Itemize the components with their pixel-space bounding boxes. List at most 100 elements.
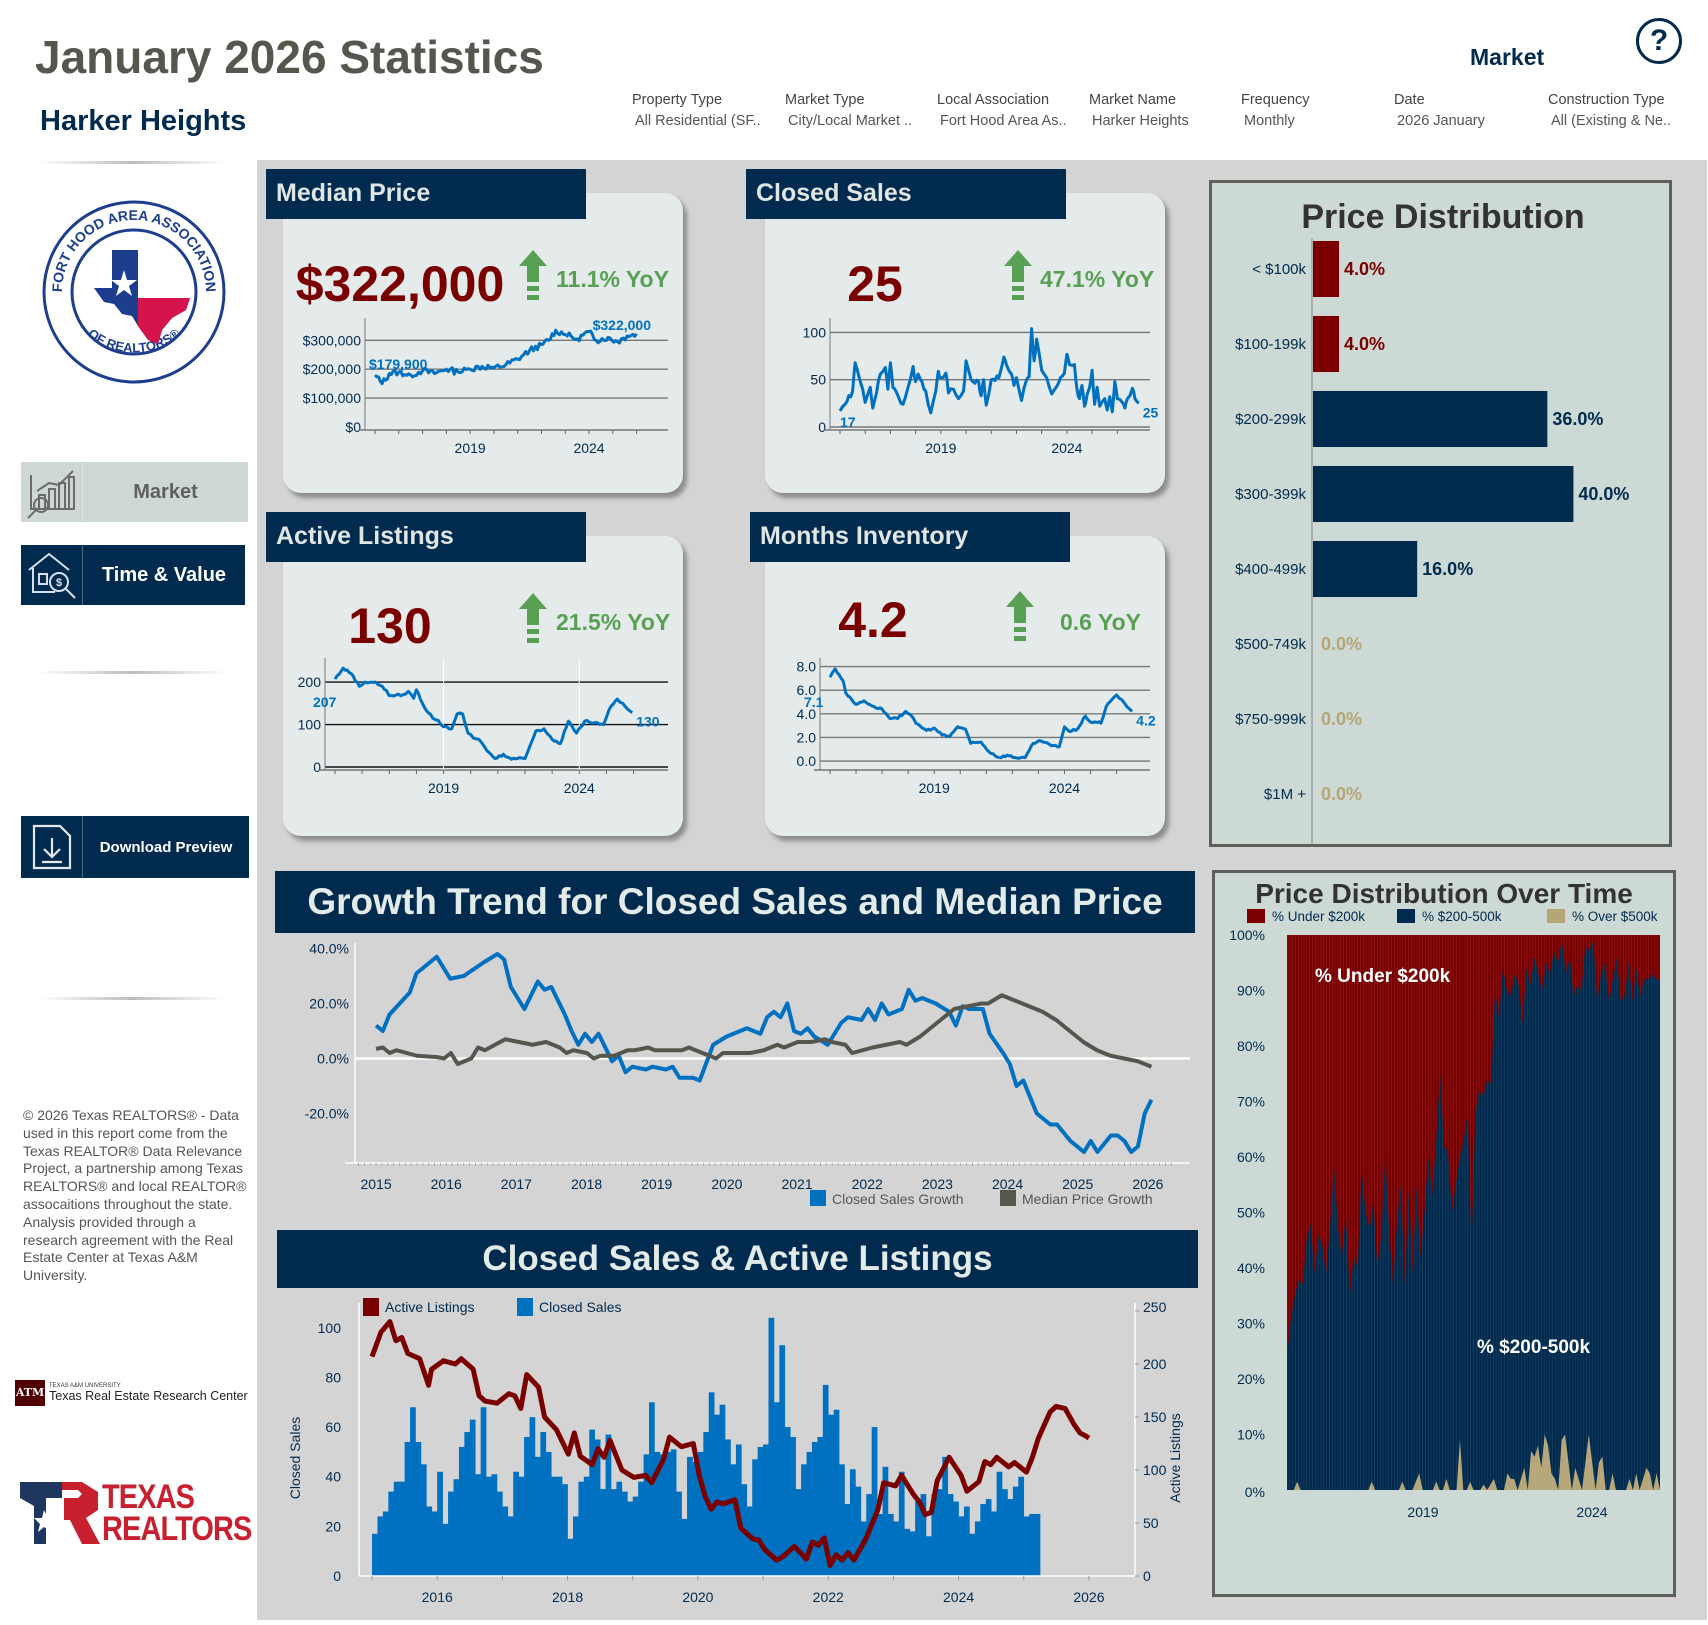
closed-sales-bar[interactable] <box>681 1518 688 1576</box>
closed-sales-bar[interactable] <box>980 1504 987 1576</box>
closed-sales-bar[interactable] <box>714 1414 720 1576</box>
closed-sales-bar[interactable] <box>757 1446 764 1576</box>
closed-sales-bar[interactable] <box>942 1456 949 1576</box>
closed-sales-bar[interactable] <box>567 1538 574 1576</box>
closed-sales-bar[interactable] <box>372 1533 378 1576</box>
closed-sales-bar[interactable] <box>855 1486 862 1576</box>
bar-1[interactable] <box>1313 316 1340 372</box>
closed-sales-bar[interactable] <box>442 1523 449 1576</box>
closed-sales-bar[interactable] <box>898 1471 905 1576</box>
closed-sales-bar[interactable] <box>763 1444 769 1576</box>
closed-sales-bar[interactable] <box>513 1471 519 1576</box>
closed-sales-bar[interactable] <box>410 1407 416 1576</box>
closed-sales-bar[interactable] <box>871 1427 878 1576</box>
closed-sales-bar[interactable] <box>931 1494 938 1576</box>
closed-sales-bar[interactable] <box>393 1481 400 1576</box>
closed-sales-bar[interactable] <box>697 1451 704 1576</box>
closed-sales-bar[interactable] <box>388 1491 395 1576</box>
closed-sales-bar[interactable] <box>1007 1499 1014 1576</box>
legend-swatch-closed-sales[interactable] <box>517 1298 533 1316</box>
closed-sales-bar[interactable] <box>545 1451 552 1576</box>
help-button[interactable]: ? <box>1636 18 1682 64</box>
closed-sales-bar[interactable] <box>692 1461 699 1576</box>
closed-sales-bar[interactable] <box>806 1451 813 1576</box>
closed-sales-bar[interactable] <box>475 1474 481 1576</box>
legend-swatch[interactable] <box>1547 909 1565 923</box>
closed-sales-bar[interactable] <box>936 1489 943 1576</box>
closed-sales-bar[interactable] <box>426 1506 433 1576</box>
closed-sales-bar[interactable] <box>529 1417 536 1576</box>
closed-sales-bar[interactable] <box>611 1489 617 1576</box>
closed-sales-bar[interactable] <box>811 1441 818 1576</box>
nav-time-value-button[interactable]: $ Time & Value <box>21 545 245 605</box>
closed-sales-bar[interactable] <box>600 1489 606 1576</box>
closed-sales-bar[interactable] <box>877 1513 883 1576</box>
legend-swatch[interactable] <box>1247 909 1265 923</box>
filter-frequency[interactable]: Frequency Monthly <box>1241 92 1391 129</box>
filter-date[interactable]: Date 2026 January <box>1394 92 1544 129</box>
closed-sales-bar[interactable] <box>1023 1516 1030 1576</box>
download-preview-button[interactable]: Download Preview <box>21 816 249 878</box>
closed-sales-bar[interactable] <box>953 1501 959 1576</box>
closed-sales-bar[interactable] <box>415 1441 422 1576</box>
legend-swatch[interactable] <box>1000 1190 1016 1206</box>
nav-market-button[interactable]: Market <box>21 462 248 522</box>
closed-sales-bar[interactable] <box>817 1437 824 1576</box>
closed-sales-bar[interactable] <box>589 1429 596 1576</box>
filter-value[interactable]: All Residential (SF.. <box>635 113 761 129</box>
closed-sales-bar[interactable] <box>849 1469 856 1576</box>
closed-sales-bar[interactable] <box>480 1407 487 1576</box>
closed-sales-bar[interactable] <box>746 1506 753 1576</box>
filter-value[interactable]: Harker Heights <box>1092 113 1189 129</box>
closed-sales-bar[interactable] <box>964 1506 970 1576</box>
closed-sales-bar[interactable] <box>469 1419 476 1576</box>
closed-sales-bar[interactable] <box>377 1516 384 1576</box>
closed-sales-bar[interactable] <box>562 1484 568 1576</box>
closed-sales-bar[interactable] <box>839 1464 845 1576</box>
closed-sales-bar[interactable] <box>1029 1513 1035 1576</box>
closed-sales-bar[interactable] <box>665 1451 672 1576</box>
closed-sales-bar[interactable] <box>1034 1513 1041 1576</box>
closed-sales-bar[interactable] <box>822 1384 829 1576</box>
closed-sales-bar[interactable] <box>1002 1489 1008 1576</box>
closed-sales-bar[interactable] <box>920 1494 927 1576</box>
filter-construction-type[interactable]: Construction Type All (Existing & Ne.. <box>1548 92 1698 129</box>
closed-sales-bar[interactable] <box>382 1511 389 1576</box>
closed-sales-bar[interactable] <box>947 1494 954 1576</box>
closed-sales-bar[interactable] <box>496 1491 503 1576</box>
closed-sales-bar[interactable] <box>991 1511 997 1576</box>
closed-sales-bar[interactable] <box>909 1531 916 1576</box>
bar-2[interactable] <box>1313 391 1548 447</box>
closed-sales-bar[interactable] <box>719 1404 726 1576</box>
filter-value[interactable]: City/Local Market .. <box>788 113 913 129</box>
closed-sales-bar[interactable] <box>1018 1476 1025 1576</box>
bar-4[interactable] <box>1313 541 1418 597</box>
closed-sales-bar[interactable] <box>643 1454 650 1576</box>
closed-sales-bar[interactable] <box>448 1491 454 1576</box>
closed-sales-bar[interactable] <box>844 1504 851 1576</box>
closed-sales-bar[interactable] <box>926 1536 932 1576</box>
closed-sales-bar[interactable] <box>904 1528 911 1576</box>
closed-sales-bar[interactable] <box>583 1476 590 1576</box>
closed-sales-bar[interactable] <box>621 1491 628 1576</box>
closed-sales-bar[interactable] <box>420 1464 427 1576</box>
closed-sales-bar[interactable] <box>768 1317 775 1576</box>
closed-sales-bar[interactable] <box>670 1449 677 1576</box>
closed-sales-bar[interactable] <box>453 1479 460 1576</box>
closed-sales-bar[interactable] <box>632 1496 639 1576</box>
closed-sales-bar[interactable] <box>605 1434 612 1576</box>
closed-sales-bar[interactable] <box>627 1501 634 1576</box>
legend-swatch-active-listings[interactable] <box>363 1298 379 1316</box>
closed-sales-bar[interactable] <box>399 1481 405 1576</box>
filter-value[interactable]: All (Existing & Ne.. <box>1551 113 1672 129</box>
legend-swatch[interactable] <box>1397 909 1415 923</box>
closed-sales-bar[interactable] <box>828 1414 834 1576</box>
filter-property-type[interactable]: Property Type All Residential (SF.. <box>632 92 782 129</box>
closed-sales-bar[interactable] <box>1012 1486 1019 1576</box>
closed-sales-bar[interactable] <box>996 1471 1003 1576</box>
bar-3[interactable] <box>1313 466 1574 522</box>
filter-local-association[interactable]: Local Association Fort Hood Area As.. <box>937 92 1087 129</box>
closed-sales-bar[interactable] <box>887 1513 894 1576</box>
closed-sales-bar[interactable] <box>556 1476 563 1576</box>
closed-sales-bar[interactable] <box>437 1471 443 1576</box>
